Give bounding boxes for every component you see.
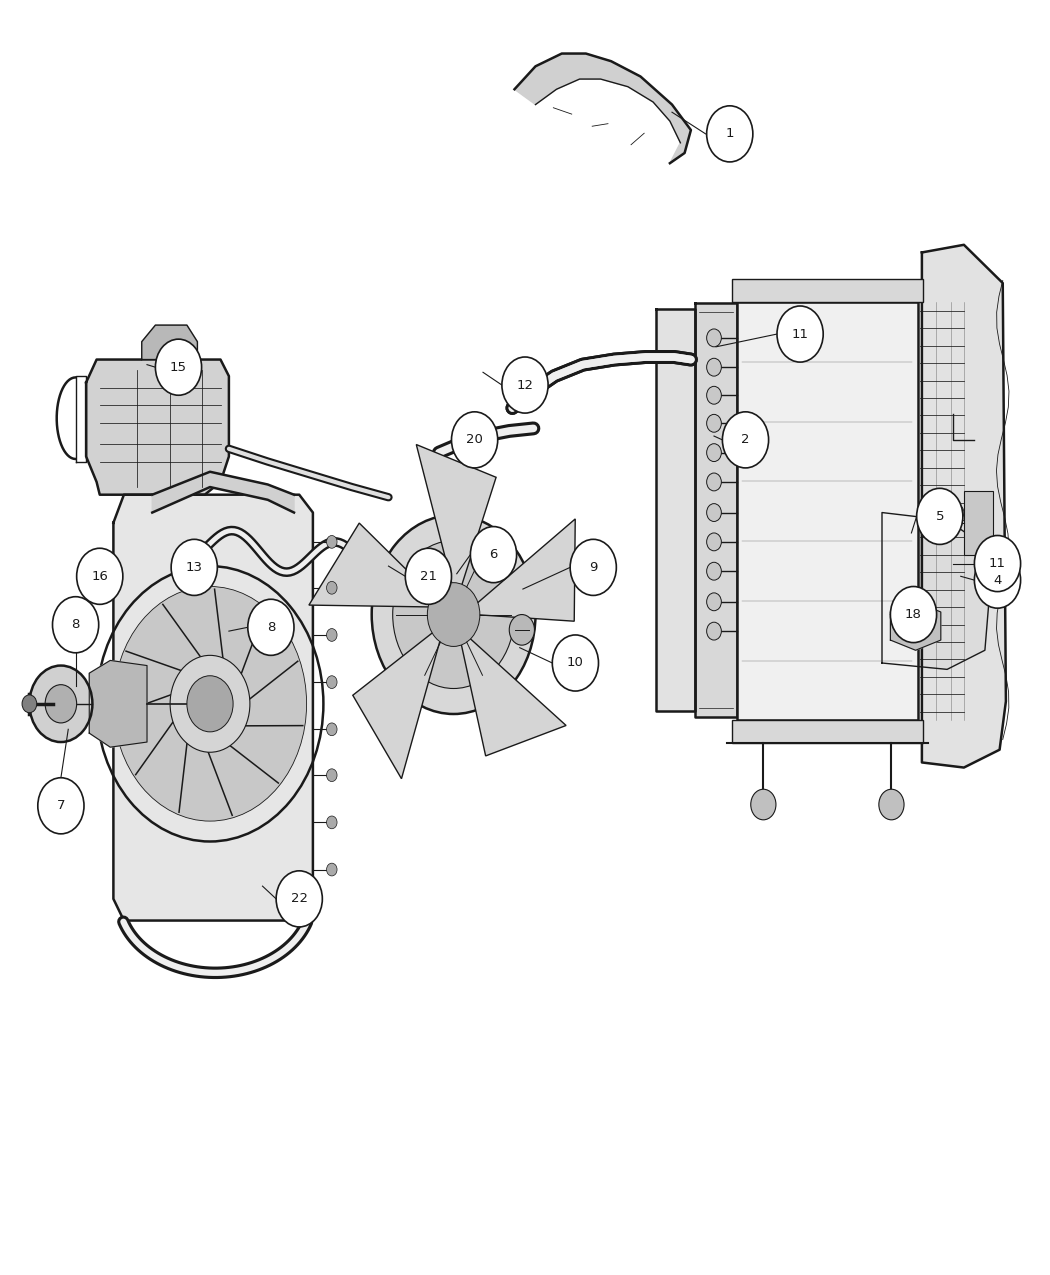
Circle shape (327, 863, 337, 876)
Text: 8: 8 (71, 618, 80, 631)
Circle shape (45, 685, 77, 723)
Circle shape (502, 357, 548, 413)
Bar (964, 491, 993, 555)
Circle shape (327, 581, 337, 594)
Text: 7: 7 (57, 799, 65, 812)
Circle shape (707, 533, 721, 551)
Polygon shape (142, 325, 197, 360)
Circle shape (29, 666, 92, 742)
Circle shape (327, 536, 337, 548)
Circle shape (707, 444, 721, 462)
Circle shape (452, 412, 498, 468)
Circle shape (276, 871, 322, 927)
Text: 1: 1 (726, 128, 734, 140)
Circle shape (777, 306, 823, 362)
Circle shape (707, 593, 721, 611)
Circle shape (327, 723, 337, 736)
Polygon shape (86, 360, 229, 495)
Polygon shape (461, 636, 566, 756)
Circle shape (707, 562, 721, 580)
Polygon shape (656, 309, 695, 711)
Polygon shape (882, 513, 989, 669)
Text: 10: 10 (567, 657, 584, 669)
Circle shape (405, 548, 452, 604)
Circle shape (372, 515, 536, 714)
Circle shape (707, 414, 721, 432)
Text: 22: 22 (291, 892, 308, 905)
Text: 9: 9 (589, 561, 597, 574)
Circle shape (707, 358, 721, 376)
Circle shape (707, 386, 721, 404)
Text: 11: 11 (792, 328, 809, 340)
Text: 20: 20 (466, 434, 483, 446)
Text: 5: 5 (936, 510, 944, 523)
Circle shape (327, 629, 337, 641)
Circle shape (707, 473, 721, 491)
Text: 21: 21 (420, 570, 437, 583)
Polygon shape (353, 631, 441, 779)
Polygon shape (309, 523, 435, 607)
Circle shape (707, 504, 721, 521)
Circle shape (327, 769, 337, 782)
Text: 18: 18 (905, 608, 922, 621)
Circle shape (187, 676, 233, 732)
Polygon shape (416, 445, 496, 588)
Polygon shape (476, 519, 575, 621)
Circle shape (707, 106, 753, 162)
Circle shape (552, 635, 598, 691)
Polygon shape (113, 495, 313, 921)
Circle shape (155, 339, 202, 395)
Circle shape (470, 527, 517, 583)
Circle shape (751, 789, 776, 820)
Circle shape (974, 536, 1021, 592)
Text: 15: 15 (170, 361, 187, 374)
Bar (732, 279, 923, 302)
Text: 11: 11 (989, 557, 1006, 570)
Circle shape (327, 816, 337, 829)
Circle shape (570, 539, 616, 595)
Polygon shape (89, 660, 147, 747)
Bar (732, 720, 923, 743)
Text: 16: 16 (91, 570, 108, 583)
Circle shape (917, 488, 963, 544)
Circle shape (722, 412, 769, 468)
Circle shape (707, 622, 721, 640)
Circle shape (707, 329, 721, 347)
Circle shape (113, 586, 307, 821)
Circle shape (38, 778, 84, 834)
Polygon shape (922, 245, 1006, 768)
Circle shape (22, 695, 37, 713)
Text: 12: 12 (517, 379, 533, 391)
Circle shape (171, 539, 217, 595)
Polygon shape (890, 602, 941, 650)
Polygon shape (514, 54, 691, 163)
Text: 13: 13 (186, 561, 203, 574)
Text: 8: 8 (267, 621, 275, 634)
Text: 6: 6 (489, 548, 498, 561)
Circle shape (170, 655, 250, 752)
Circle shape (974, 552, 1021, 608)
Circle shape (879, 789, 904, 820)
Bar (737, 302, 918, 720)
Circle shape (248, 599, 294, 655)
Polygon shape (695, 303, 737, 717)
Circle shape (509, 615, 534, 645)
Text: 2: 2 (741, 434, 750, 446)
Circle shape (890, 586, 937, 643)
Text: 4: 4 (993, 574, 1002, 586)
Circle shape (393, 541, 514, 689)
Circle shape (77, 548, 123, 604)
Circle shape (951, 505, 964, 520)
Circle shape (327, 676, 337, 688)
Circle shape (427, 583, 480, 646)
Circle shape (52, 597, 99, 653)
Polygon shape (152, 472, 294, 513)
